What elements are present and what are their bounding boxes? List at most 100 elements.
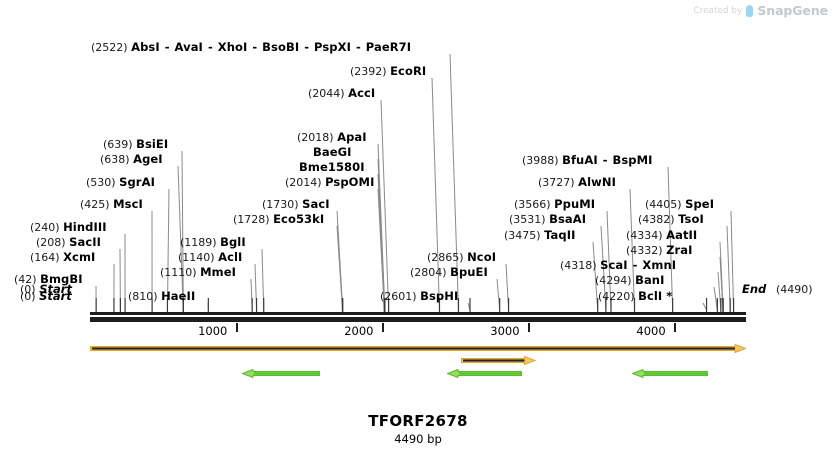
site-label-bmgbi[interactable]: (42) BmgBI xyxy=(14,272,83,287)
end-marker-text: End xyxy=(742,282,767,296)
site-label-bgli[interactable]: (1189) BglI xyxy=(180,235,246,250)
site-label-start[interactable]: (0) Start xyxy=(20,289,72,304)
site-enzyme-name: BsiEI xyxy=(136,137,169,151)
site-label-bsaai[interactable]: (3531) BsaAI xyxy=(509,213,586,227)
green-arrow-3[interactable] xyxy=(631,363,709,379)
site-enzyme-name: ZraI xyxy=(666,243,693,257)
site-enzyme-name: AvaI xyxy=(174,40,203,54)
site-label-haeii[interactable]: (810) HaeII xyxy=(128,290,195,304)
site-label-acli[interactable]: (1140) AclI xyxy=(178,251,242,265)
sub-orf-arrow-shape xyxy=(461,355,537,366)
site-position: (2522) xyxy=(91,41,132,54)
site-enzyme-name: BmgBI xyxy=(40,272,83,286)
site-position: (2392) xyxy=(350,65,391,78)
site-position: (638) xyxy=(100,153,134,166)
site-enzyme-name: AccI xyxy=(348,86,376,100)
site-position: (0) xyxy=(20,290,40,303)
ruler-tick-mark-2000 xyxy=(382,323,385,332)
site-enzyme-name: PspOMI xyxy=(325,175,375,189)
site-position: (2044) xyxy=(308,87,349,100)
site-label-agei[interactable]: (638) AgeI xyxy=(100,153,163,167)
site-position: (530) xyxy=(86,176,120,189)
site-enzyme-name: XhoI xyxy=(217,40,248,54)
site-label-acci[interactable]: (2044) AccI xyxy=(308,86,376,101)
ruler-tick-mark-1000 xyxy=(236,323,239,332)
snapgene-watermark: Created by SnapGene xyxy=(694,3,828,18)
site-label-bme1580i[interactable]: Bme1580I xyxy=(299,161,365,174)
site-label-spei[interactable]: (4405) SpeI xyxy=(645,197,715,212)
site-label-saci[interactable]: (1730) SacI xyxy=(262,198,330,212)
site-label-alwni[interactable]: (3727) AlwNI xyxy=(538,175,616,190)
site-name-separator: - xyxy=(160,40,174,54)
site-enzyme-name: BglI xyxy=(220,235,246,249)
site-label-bsiei[interactable]: (639) BsiEI xyxy=(103,137,169,152)
site-position: (2601) xyxy=(380,290,421,303)
site-position: (208) xyxy=(36,236,70,249)
site-position: (3531) xyxy=(509,213,550,226)
watermark-created-by-text: Created by xyxy=(693,5,743,16)
site-label-taqii[interactable]: (3475) TaqII xyxy=(504,228,576,243)
site-label-bpuei[interactable]: (2804) BpuEI xyxy=(410,265,488,280)
site-position: (810) xyxy=(128,290,162,303)
ruler-tick-mark-3000 xyxy=(528,323,531,332)
site-label-zrai[interactable]: (4332) ZraI xyxy=(626,243,693,258)
map-footer: TFORF2678 4490 bp xyxy=(0,412,836,446)
site-label-mmei[interactable]: (1110) MmeI xyxy=(160,266,236,280)
site-label-sacii[interactable]: (208) SacII xyxy=(36,236,101,250)
site-label-bsphi[interactable]: (2601) BspHI xyxy=(380,290,458,304)
site-label-pspomi[interactable]: (2014) PspOMI xyxy=(285,175,375,190)
site-position: (3727) xyxy=(538,176,579,189)
site-label-aatii[interactable]: (4334) AatII xyxy=(626,229,697,243)
site-position: (2865) xyxy=(427,251,468,264)
site-label-hindiii[interactable]: (240) HindIII xyxy=(30,221,107,235)
site-label-sgrai[interactable]: (530) SgrAI xyxy=(86,176,155,190)
site-label-bfuai[interactable]: (3988) BfuAI - BspMI xyxy=(522,153,653,168)
sub-orf-arrow[interactable] xyxy=(461,350,537,366)
site-position: (4405) xyxy=(645,198,686,211)
site-position: (4294) xyxy=(595,274,636,287)
site-position: (4382) xyxy=(638,213,679,226)
site-name-separator: - xyxy=(300,40,313,54)
site-position: (4332) xyxy=(626,244,667,257)
site-label-eco53ki[interactable]: (1728) Eco53kI xyxy=(233,213,324,227)
site-label-xcmi[interactable]: (164) XcmI xyxy=(30,251,95,265)
map-title: TFORF2678 xyxy=(368,412,468,430)
site-position: (164) xyxy=(30,251,64,264)
site-name-separator: - xyxy=(598,153,612,167)
green-arrow-1[interactable] xyxy=(241,363,321,379)
site-enzyme-name: AlwNI xyxy=(578,175,616,189)
site-enzyme-name: BfuAI xyxy=(562,153,598,167)
site-label-apai[interactable]: (2018) ApaI xyxy=(297,131,367,145)
site-position: (4318) xyxy=(560,259,601,272)
site-position: (1728) xyxy=(233,213,274,226)
site-label-baegi[interactable]: BaeGI xyxy=(313,146,352,159)
site-label-ecori[interactable]: (2392) EcoRI xyxy=(350,65,426,79)
ruler-tick-label-2000: 2000 xyxy=(344,324,374,338)
site-label-bcli[interactable]: (4220) BclI * xyxy=(598,290,672,304)
site-position: (3475) xyxy=(504,229,545,242)
site-enzyme-name: BsoBI xyxy=(262,40,300,54)
site-enzyme-name: TaqII xyxy=(544,228,576,242)
site-enzyme-name: Start xyxy=(39,289,72,303)
site-label-bani[interactable]: (4294) BanI xyxy=(595,274,664,288)
green-arrow-1-shape xyxy=(241,368,321,379)
site-position: (2804) xyxy=(410,266,451,279)
main-orf-arrow[interactable] xyxy=(90,338,747,354)
start-marker-position: (0) xyxy=(20,283,36,296)
site-label-ppumi[interactable]: (3566) PpuMI xyxy=(514,198,595,212)
site-label-tsoi[interactable]: (4382) TsoI xyxy=(638,212,704,227)
green-arrow-2[interactable] xyxy=(446,363,523,379)
site-position: (240) xyxy=(30,221,64,234)
site-label-absi[interactable]: (2522) AbsI - AvaI - XhoI - BsoBI - PspX… xyxy=(91,40,411,55)
site-label-scai[interactable]: (4318) ScaI - XmnI xyxy=(560,258,677,273)
site-enzyme-name: XmnI xyxy=(642,258,677,272)
site-enzyme-name: SpeI xyxy=(685,197,715,211)
site-enzyme-name: BpuEI xyxy=(450,265,488,279)
site-enzyme-name: NcoI xyxy=(467,250,497,264)
site-name-separator: - xyxy=(203,40,217,54)
site-position: (3988) xyxy=(522,154,563,167)
site-label-ncoi[interactable]: (2865) NcoI xyxy=(427,250,497,265)
site-enzyme-name: TsoI xyxy=(678,212,704,226)
site-label-msci[interactable]: (425) MscI xyxy=(80,198,143,212)
